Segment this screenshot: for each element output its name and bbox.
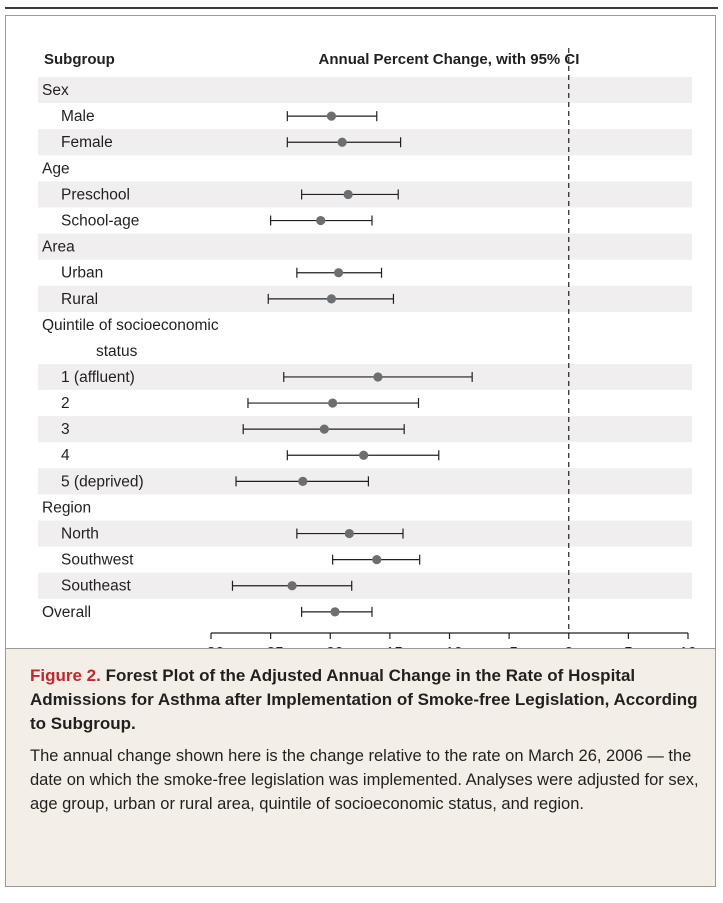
point-estimate	[359, 450, 369, 460]
row-label: Urban	[61, 265, 103, 282]
x-tick-label: 0	[564, 645, 573, 648]
point-estimate	[298, 476, 308, 486]
row-label: Southwest	[61, 552, 134, 569]
point-estimate	[287, 581, 297, 591]
column-header-subgroup: Subgroup	[44, 51, 115, 68]
column-header-effect: Annual Percent Change, with 95% CI	[319, 51, 580, 68]
figure-caption: Figure 2. Forest Plot of the Adjusted An…	[6, 648, 715, 886]
point-estimate	[326, 294, 337, 304]
x-tick-label: 10	[679, 645, 697, 648]
row-label: Region	[42, 499, 91, 516]
forest-plot-svg: Subgroup Annual Percent Change, with 95% …	[38, 48, 697, 648]
row-label-continued: status	[96, 343, 138, 360]
row-label: Rural	[61, 291, 98, 308]
row-label: School-age	[61, 213, 139, 230]
point-estimate	[373, 372, 383, 382]
row-label: 1 (affluent)	[61, 369, 135, 386]
row-shading	[38, 77, 692, 104]
x-tick-label: −10	[436, 645, 463, 648]
row-label: Quintile of socioeconomic	[42, 317, 219, 334]
caption-label: Figure 2.	[30, 666, 101, 685]
point-estimate	[372, 555, 382, 565]
point-estimate	[330, 607, 340, 617]
x-tick-label: −30	[198, 645, 225, 648]
row-shading	[38, 233, 692, 260]
forest-plot: Subgroup Annual Percent Change, with 95% …	[6, 16, 715, 648]
point-estimate	[333, 268, 344, 278]
caption-title: Figure 2. Forest Plot of the Adjusted An…	[30, 664, 699, 736]
top-rule	[5, 7, 718, 9]
x-tick-label: 5	[624, 645, 633, 648]
row-label: Preschool	[61, 186, 130, 203]
row-label: North	[61, 526, 99, 543]
point-estimate	[344, 528, 354, 539]
row-label: Female	[61, 134, 113, 151]
row-label: 2	[61, 395, 70, 412]
row-label: Area	[42, 239, 75, 256]
x-tick-label: −20	[317, 645, 344, 648]
row-label: 3	[61, 421, 70, 438]
x-tick-label: −25	[257, 645, 283, 648]
row-label: Southeast	[61, 578, 131, 595]
point-estimate	[343, 189, 353, 200]
row-shading	[38, 572, 692, 599]
point-estimate	[326, 111, 337, 121]
row-label: 4	[61, 447, 70, 464]
caption-body: The annual change shown here is the chan…	[30, 747, 699, 813]
row-label: 5 (deprived)	[61, 473, 144, 490]
x-tick-label: −5	[500, 645, 518, 648]
point-estimate	[319, 424, 329, 434]
row-label: Age	[42, 160, 70, 177]
x-tick-label: −15	[377, 645, 403, 648]
row-label: Overall	[42, 604, 91, 621]
row-label: Male	[61, 108, 95, 125]
point-estimate	[337, 137, 347, 147]
caption-title-text: Forest Plot of the Adjusted Annual Chang…	[30, 666, 698, 733]
point-estimate	[328, 398, 338, 408]
point-estimate	[316, 215, 326, 226]
figure-frame: Subgroup Annual Percent Change, with 95% …	[5, 15, 716, 887]
row-label: Sex	[42, 82, 69, 99]
